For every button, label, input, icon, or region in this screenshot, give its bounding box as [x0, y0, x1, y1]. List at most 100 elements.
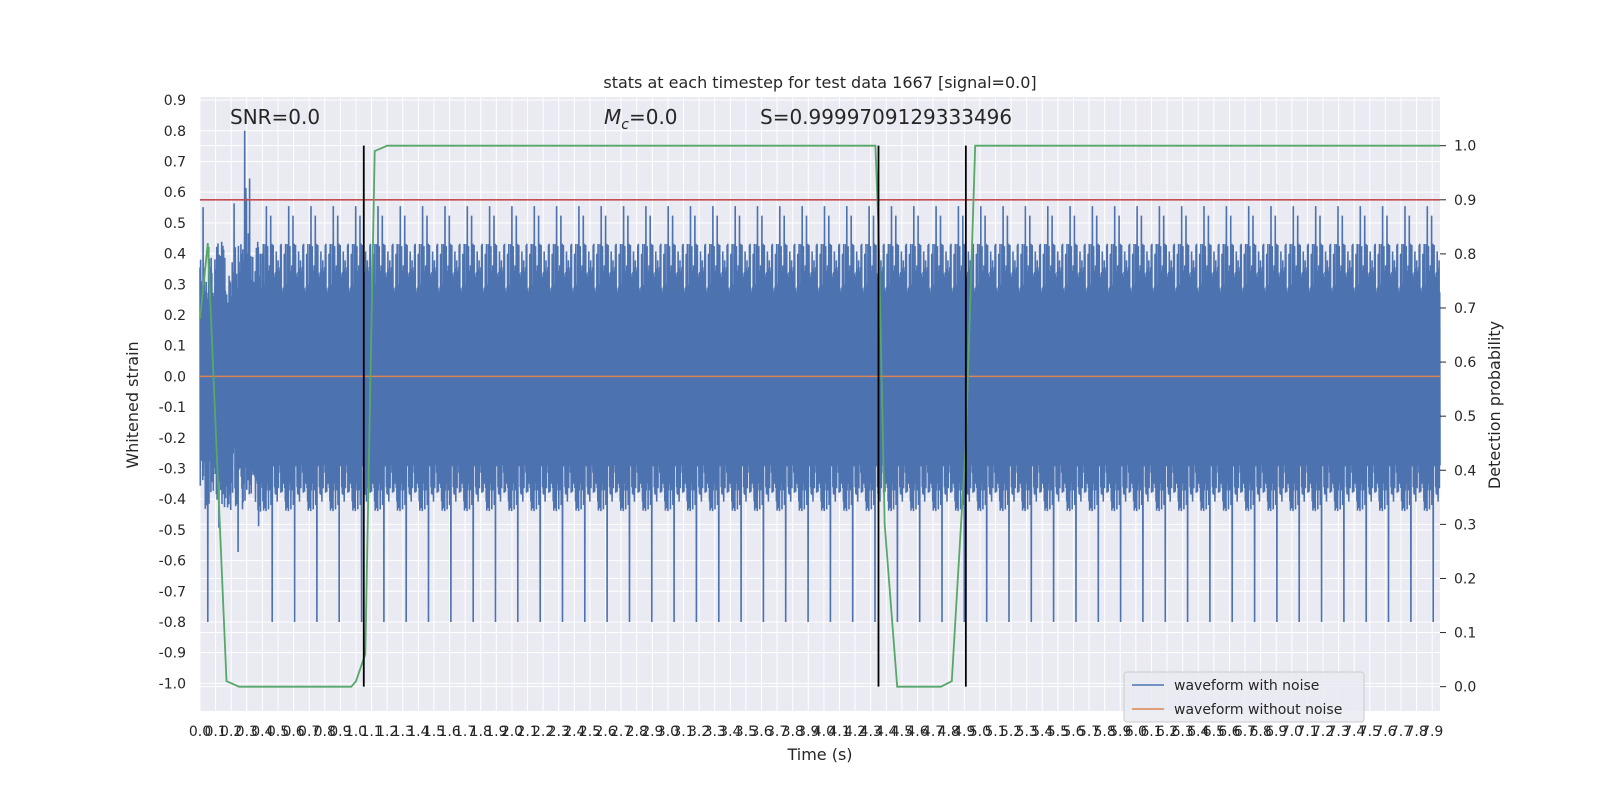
y-tick-label: -1.0 [159, 676, 186, 692]
vertical-markers [362, 145, 967, 687]
x-tick-label: 6.4 [1187, 724, 1209, 740]
x-tick-label: 5.4 [1031, 724, 1053, 740]
y-tick-label: 0.8 [164, 124, 186, 140]
x-tick-label: 1.1 [360, 724, 382, 740]
x-tick-label: 6.8 [1249, 724, 1271, 740]
y-tick-label: 0.1 [164, 339, 186, 355]
y-axis-label: Whitened strain [123, 341, 142, 468]
y-axis-right-ticks: 0.0 0.1 0.2 0.3 0.4 0.5 0.6 0.7 0.8 0.9 1.0 [1440, 139, 1476, 696]
x-tick-label: 4.9 [953, 724, 975, 740]
x-tick-label: 2.6 [594, 724, 616, 740]
x-axis-label: Time (s) [786, 745, 852, 764]
x-tick-label: 5.7 [1078, 724, 1100, 740]
x-tick-label: 6.5 [1203, 724, 1225, 740]
y2-tick-label: 0.4 [1454, 463, 1476, 479]
y-tick-label: -0.8 [159, 615, 186, 631]
x-tick-label: 3.4 [719, 724, 741, 740]
y-tick-label: 0.4 [164, 247, 186, 263]
y-tick-label: 0.0 [164, 369, 186, 385]
x-tick-label: 2.0 [501, 724, 523, 740]
score-annotation: S=0.9999709129333496 [760, 105, 1012, 129]
y2-tick-label: 0.6 [1454, 355, 1476, 371]
x-tick-label: 3.3 [704, 724, 726, 740]
chart-title: stats at each timestep for test data 166… [603, 73, 1036, 92]
legend: waveform with noise waveform without noi… [1123, 671, 1365, 723]
x-tick-label: 5.9 [1109, 724, 1131, 740]
x-tick-label: 3.0 [657, 724, 679, 740]
x-tick-label: 7.9 [1421, 724, 1443, 740]
y2-axis-label: Detection probability [1485, 321, 1504, 489]
x-axis-ticks: 0.00.10.20.30.40.50.60.70.80.91.01.11.21… [189, 724, 1443, 740]
x-tick-label: 0.1 [204, 724, 226, 740]
y2-tick-label: 0.8 [1454, 247, 1476, 263]
x-tick-label: 5.1 [984, 724, 1006, 740]
legend-box [1123, 671, 1365, 723]
x-tick-label: 4.5 [891, 724, 913, 740]
x-tick-label: 3.7 [766, 724, 788, 740]
x-tick-label: 1.6 [438, 724, 460, 740]
x-tick-label: 7.1 [1296, 724, 1318, 740]
x-tick-label: 0.7 [298, 724, 320, 740]
y-tick-label: 0.2 [164, 308, 186, 324]
x-tick-label: 7.6 [1374, 724, 1396, 740]
y-tick-label: -0.7 [159, 584, 186, 600]
x-tick-label: 0.0 [189, 724, 211, 740]
snr-annotation: SNR=0.0 [230, 105, 320, 129]
x-tick-label: 1.8 [470, 724, 492, 740]
x-tick-label: 4.8 [938, 724, 960, 740]
x-tick-label: 3.2 [688, 724, 710, 740]
x-tick-label: 1.2 [376, 724, 398, 740]
x-tick-label: 5.5 [1047, 724, 1069, 740]
x-tick-label: 2.8 [626, 724, 648, 740]
y-tick-label: 0.9 [164, 93, 186, 109]
x-tick-label: 4.0 [813, 724, 835, 740]
y2-tick-label: 0.5 [1454, 409, 1476, 425]
y2-tick-label: 0.1 [1454, 626, 1476, 642]
x-tick-label: 6.2 [1156, 724, 1178, 740]
x-tick-label: 7.8 [1405, 724, 1427, 740]
x-tick-label: 2.7 [610, 724, 632, 740]
y2-tick-label: 0.9 [1454, 193, 1476, 209]
y-tick-label: 0.5 [164, 216, 186, 232]
x-tick-label: 0.2 [220, 724, 242, 740]
x-tick-label: 2.3 [548, 724, 570, 740]
x-tick-label: 5.6 [1062, 724, 1084, 740]
y-tick-label: -0.5 [159, 523, 186, 539]
series-waveform-with-noise [199, 130, 1441, 623]
y2-tick-label: 0.0 [1454, 680, 1476, 696]
x-tick-label: 6.9 [1265, 724, 1287, 740]
x-tick-label: 5.2 [1000, 724, 1022, 740]
x-tick-label: 2.5 [579, 724, 601, 740]
y-tick-label: -0.6 [159, 554, 186, 570]
x-tick-label: 0.6 [282, 724, 304, 740]
x-tick-label: 0.3 [236, 724, 258, 740]
x-tick-label: 4.6 [906, 724, 928, 740]
x-tick-label: 1.3 [392, 724, 414, 740]
x-tick-label: 4.1 [828, 724, 850, 740]
x-tick-label: 1.4 [407, 724, 429, 740]
y-tick-label: -0.3 [159, 461, 186, 477]
x-tick-label: 6.7 [1234, 724, 1256, 740]
x-tick-label: 7.2 [1312, 724, 1334, 740]
y2-tick-label: 0.3 [1454, 517, 1476, 533]
y-tick-label: 0.3 [164, 277, 186, 293]
x-tick-label: 7.0 [1281, 724, 1303, 740]
x-tick-label: 2.1 [516, 724, 538, 740]
x-tick-label: 0.4 [251, 724, 273, 740]
y-tick-label: 0.7 [164, 154, 186, 170]
y2-tick-label: 0.2 [1454, 571, 1476, 587]
x-tick-label: 1.9 [485, 724, 507, 740]
y-tick-label: -0.4 [159, 492, 186, 508]
chirp-mass-symbol: M [604, 105, 621, 129]
x-tick-label: 1.0 [345, 724, 367, 740]
chirp-mass-subscript: c [621, 117, 629, 133]
x-tick-label: 3.1 [672, 724, 694, 740]
x-tick-label: 2.4 [563, 724, 585, 740]
x-tick-label: 2.2 [532, 724, 554, 740]
x-tick-label: 5.8 [1094, 724, 1116, 740]
x-tick-label: 7.5 [1359, 724, 1381, 740]
x-tick-label: 1.5 [423, 724, 445, 740]
x-tick-label: 6.0 [1125, 724, 1147, 740]
x-tick-label: 5.3 [1016, 724, 1038, 740]
